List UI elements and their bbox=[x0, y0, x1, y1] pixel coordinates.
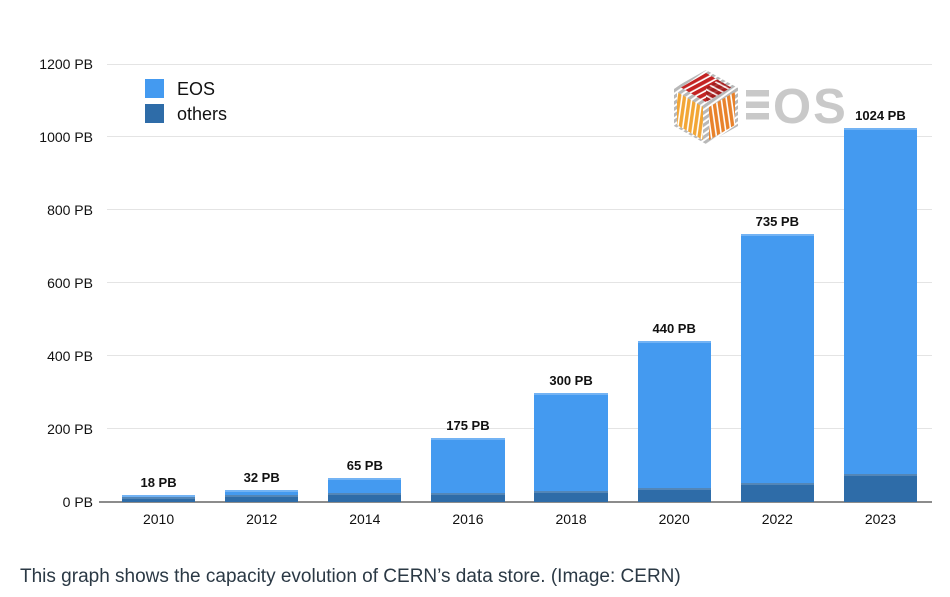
legend-item-others: others bbox=[145, 104, 227, 123]
stacked-bar bbox=[121, 495, 196, 502]
bar-segment-others bbox=[843, 473, 918, 502]
eos-logo-cube-icon bbox=[674, 70, 738, 144]
bar-value-label: 32 PB bbox=[243, 470, 280, 486]
stacked-bar bbox=[637, 341, 711, 502]
y-tick-label: 400 PB bbox=[47, 348, 93, 365]
legend-swatch-eos bbox=[145, 79, 164, 98]
bar-group: 65 PB 2014 bbox=[313, 64, 416, 527]
y-tick-label: 800 PB bbox=[47, 202, 93, 219]
y-tick-label: 0 PB bbox=[62, 494, 93, 510]
bar-group: 300 PB 2018 bbox=[520, 64, 623, 527]
y-tick-label: 600 PB bbox=[47, 275, 93, 291]
plot-area: 18 PB 2010 32 PB 2012 65 PB 2014 175 PB 2016 300… bbox=[107, 64, 932, 527]
x-tick-label: 2010 bbox=[142, 511, 175, 527]
bar-value-label: 175 PB bbox=[446, 418, 490, 434]
legend-swatch-others bbox=[145, 104, 164, 123]
x-tick-label: 2022 bbox=[761, 511, 793, 527]
bar-segment-eos bbox=[225, 490, 299, 495]
x-tick-label: 2023 bbox=[864, 511, 897, 527]
bar-group: 175 PB 2016 bbox=[416, 64, 519, 527]
bar-group: 735 PB 2022 bbox=[726, 64, 829, 527]
gridlines bbox=[107, 64, 932, 502]
bar-segment-others bbox=[225, 494, 299, 502]
gridline bbox=[107, 209, 932, 211]
x-axis-line bbox=[99, 501, 932, 503]
bar-segment-others bbox=[637, 488, 711, 502]
bar-group: 18 PB 2010 bbox=[107, 64, 210, 527]
bar-segment-others bbox=[740, 483, 814, 502]
bar-segment-others bbox=[328, 492, 402, 502]
bar-value-label: 1024 PB bbox=[855, 108, 906, 124]
bar-value-label: 300 PB bbox=[549, 372, 593, 388]
bar-value-label: 65 PB bbox=[346, 458, 383, 474]
gridline bbox=[107, 355, 932, 357]
legend-label-eos: EOS bbox=[177, 78, 216, 99]
y-tick-label: 1000 PB bbox=[39, 129, 93, 145]
stacked-bar bbox=[534, 392, 608, 502]
gridline bbox=[107, 428, 932, 430]
y-tick-label: 1200 PB bbox=[39, 56, 93, 72]
eos-logo: OS bbox=[674, 70, 847, 144]
bar-group: 440 PB 2020 bbox=[623, 64, 726, 527]
bar-value-label: 440 PB bbox=[652, 321, 696, 337]
x-tick-label: 2016 bbox=[452, 511, 484, 527]
bars: 18 PB 2010 32 PB 2012 65 PB 2014 175 PB 2016 300… bbox=[107, 64, 932, 527]
bar-segment-eos bbox=[328, 478, 402, 493]
eos-logo-wordmark: OS bbox=[746, 80, 847, 134]
x-tick-label: 2014 bbox=[349, 511, 381, 527]
bar-segment-others bbox=[121, 496, 196, 502]
bar-group: 32 PB 2012 bbox=[210, 64, 313, 527]
gridline bbox=[107, 136, 932, 137]
stacked-bar bbox=[740, 233, 814, 502]
y-axis-labels: 0 PB 200 PB 400 PB 600 PB 800 PB 1000 PB 1200 … bbox=[0, 56, 100, 510]
stacked-bar bbox=[843, 128, 918, 502]
stacked-bar bbox=[328, 478, 402, 502]
gridline bbox=[107, 64, 932, 65]
bar-group: 1024 PB 2023 bbox=[829, 64, 932, 527]
bar-segment-eos bbox=[843, 128, 918, 474]
bar-segment-eos bbox=[637, 341, 711, 489]
x-tick-label: 2020 bbox=[658, 511, 690, 527]
legend: EOS others bbox=[145, 79, 227, 123]
stacked-bar bbox=[225, 490, 299, 502]
gridline bbox=[107, 282, 932, 283]
bar-segment-others bbox=[431, 492, 505, 502]
x-tick-label: 2018 bbox=[555, 511, 587, 527]
y-tick-label: 200 PB bbox=[47, 421, 93, 438]
bar-segment-others bbox=[534, 491, 608, 502]
x-tick-label: 2012 bbox=[246, 511, 278, 527]
bar-value-label: 18 PB bbox=[140, 475, 177, 491]
legend-label-others: others bbox=[177, 103, 228, 124]
bar-value-label: 735 PB bbox=[755, 213, 799, 229]
bar-segment-eos bbox=[121, 495, 196, 497]
caption: This graph shows the capacity evolution … bbox=[20, 566, 681, 587]
bar-segment-eos bbox=[431, 438, 505, 493]
legend-item-eos: EOS bbox=[145, 79, 227, 98]
bar-segment-eos bbox=[534, 392, 608, 492]
stacked-bar bbox=[431, 438, 505, 502]
svg-text:OS: OS bbox=[773, 80, 847, 134]
bar-segment-eos bbox=[740, 233, 814, 484]
